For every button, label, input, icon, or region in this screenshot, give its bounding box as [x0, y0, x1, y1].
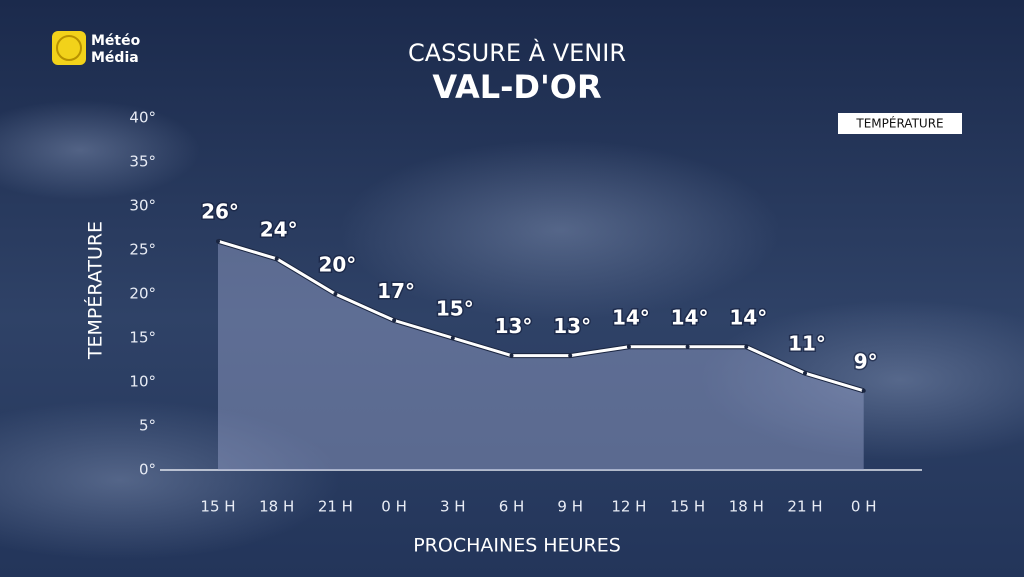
x-axis-label: PROCHAINES HEURES — [413, 535, 621, 557]
point — [685, 344, 690, 349]
y-tick-label: 20° — [129, 285, 156, 303]
y-tick-label: 25° — [129, 241, 156, 259]
point — [803, 371, 807, 376]
chart-subtitle: VAL-D'OR — [432, 68, 601, 106]
value-label: 17° — [377, 279, 415, 303]
value-label: 13° — [495, 314, 533, 338]
value-label: 20° — [318, 253, 356, 277]
x-tick-label: 6 H — [499, 498, 525, 516]
point — [274, 256, 279, 261]
y-tick-label: 10° — [129, 373, 156, 391]
line — [217, 239, 865, 393]
y-tick-label: 30° — [129, 197, 156, 215]
value-label: 14° — [612, 305, 650, 329]
point — [861, 388, 866, 393]
cloud — [700, 300, 1024, 460]
x-tick-label: 0 H — [851, 498, 877, 516]
y-tick-label: 35° — [129, 153, 156, 171]
cloud — [340, 140, 780, 320]
y-axis-label: TEMPÉRATURE — [84, 221, 107, 360]
value-label: 11° — [788, 332, 826, 356]
legend-box — [838, 113, 962, 134]
x-tick-label: 21 H — [318, 498, 353, 516]
y-tick-label: 15° — [129, 329, 156, 347]
point — [392, 318, 397, 323]
point — [568, 353, 573, 358]
value-label: 15° — [436, 297, 474, 321]
cloud — [0, 400, 340, 560]
chart-title: CASSURE À VENIR — [408, 38, 626, 67]
y-tick-label: 0° — [139, 461, 156, 479]
point — [450, 336, 455, 340]
y-tick-label: 5° — [139, 417, 156, 435]
y-tick-label: 40° — [129, 109, 156, 127]
cloud — [0, 100, 200, 200]
point — [509, 353, 514, 358]
x-tick-label: 15 H — [200, 498, 235, 516]
point — [744, 344, 749, 349]
x-tick-label: 18 H — [259, 498, 294, 516]
value-label: 9° — [854, 349, 878, 373]
value-label: 14° — [671, 305, 709, 329]
point — [216, 239, 220, 244]
x-tick-label: 18 H — [729, 498, 764, 516]
value-label: 24° — [260, 217, 298, 241]
value-label: 13° — [553, 314, 591, 338]
x-tick-label: 0 H — [381, 498, 407, 516]
point — [626, 344, 631, 349]
point — [333, 292, 338, 296]
x-tick-label: 9 H — [557, 498, 583, 516]
logo-text: Météo — [91, 33, 141, 49]
x-tick-label: 21 H — [787, 498, 822, 516]
logo-globe — [56, 35, 82, 61]
x-tick-label: 3 H — [440, 498, 466, 516]
value-label: 26° — [201, 200, 239, 224]
value-label: 14° — [729, 305, 767, 329]
legend-label: TEMPÉRATURE — [855, 116, 943, 131]
x-tick-label: 15 H — [670, 498, 705, 516]
logo-text: Média — [91, 50, 139, 66]
x-tick-label: 12 H — [611, 498, 646, 516]
